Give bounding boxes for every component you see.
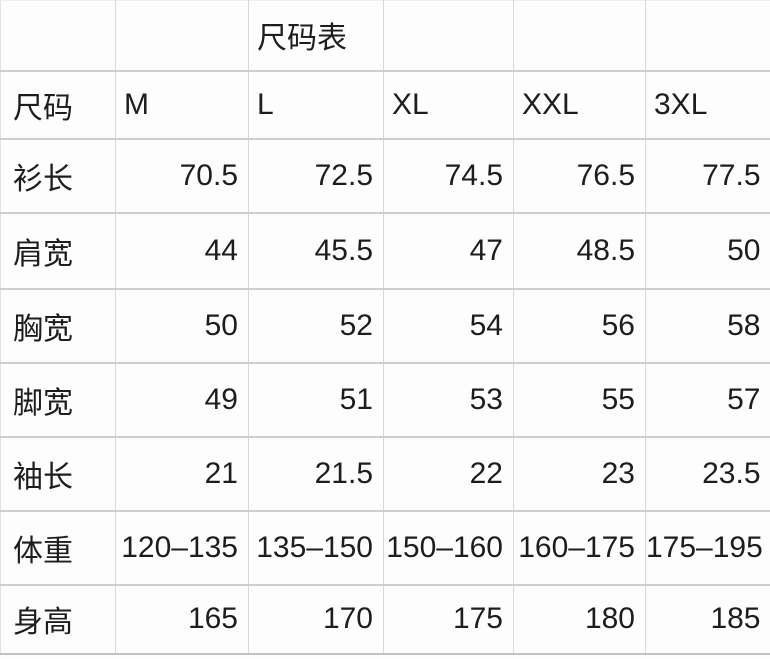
table-cell: 51 (248, 362, 384, 437)
table-cell: 21.5 (248, 436, 384, 511)
table-cell: 49 (115, 362, 249, 437)
table-cell: 170 (248, 584, 384, 654)
row-label: 脚宽 (0, 362, 116, 437)
empty-cell (513, 0, 646, 71)
column-header-3xl: 3XL (645, 70, 770, 139)
table-cell: 57 (645, 362, 770, 437)
table-cell: 55 (513, 362, 646, 437)
table-row-height: 身高 165 170 175 180 185 (0, 584, 770, 654)
table-cell: 47 (383, 212, 514, 289)
table-row-shirt-length: 衫长 70.5 72.5 74.5 76.5 77.5 (0, 138, 770, 213)
table-cell: 135–150 (248, 510, 384, 585)
table-title: 尺码表 (248, 0, 384, 71)
row-label: 袖长 (0, 436, 116, 511)
table-cell: 56 (513, 288, 646, 363)
row-label: 肩宽 (0, 212, 116, 289)
table-cell: 160–175 (513, 510, 646, 585)
table-row-shoulder-width: 肩宽 44 45.5 47 48.5 50 (0, 212, 770, 289)
table-cell: 175–195 (645, 510, 770, 585)
table-cell: 54 (383, 288, 514, 363)
table-cell: 21 (115, 436, 249, 511)
column-header-m: M (115, 70, 249, 139)
table-cell: 50 (115, 288, 249, 363)
table-cell: 45.5 (248, 212, 384, 289)
table-cell: 72.5 (248, 138, 384, 213)
table-cell: 22 (383, 436, 514, 511)
table-cell: 23 (513, 436, 646, 511)
column-header-size: 尺码 (0, 70, 116, 139)
row-label: 身高 (0, 584, 116, 654)
table-row-chest-width: 胸宽 50 52 54 56 58 (0, 288, 770, 363)
empty-cell (645, 0, 770, 71)
empty-cell (0, 0, 116, 71)
table-cell: 165 (115, 584, 249, 654)
column-header-xxl: XXL (513, 70, 646, 139)
table-cell: 58 (645, 288, 770, 363)
table-cell: 77.5 (645, 138, 770, 213)
column-header-l: L (248, 70, 384, 139)
table-cell: 76.5 (513, 138, 646, 213)
table-cell: 44 (115, 212, 249, 289)
table-cell: 185 (645, 584, 770, 654)
row-label: 胸宽 (0, 288, 116, 363)
row-label: 衫长 (0, 138, 116, 213)
table-row-weight: 体重 120–135 135–150 150–160 160–175 175–1… (0, 510, 770, 585)
table-cell: 70.5 (115, 138, 249, 213)
table-cell: 23.5 (645, 436, 770, 511)
table-cell: 52 (248, 288, 384, 363)
table-cell: 53 (383, 362, 514, 437)
title-row: 尺码表 (0, 0, 770, 71)
column-header-xl: XL (383, 70, 514, 139)
table-cell: 48.5 (513, 212, 646, 289)
header-row: 尺码 M L XL XXL 3XL (0, 70, 770, 139)
table-cell: 120–135 (115, 510, 249, 585)
row-label: 体重 (0, 510, 116, 585)
table-cell: 74.5 (383, 138, 514, 213)
empty-cell (115, 0, 249, 71)
table-cell: 150–160 (383, 510, 514, 585)
table-cell: 50 (645, 212, 770, 289)
table-row-hem-width: 脚宽 49 51 53 55 57 (0, 362, 770, 437)
table-cell: 180 (513, 584, 646, 654)
table-row-sleeve-length: 袖长 21 21.5 22 23 23.5 (0, 436, 770, 511)
table-cell: 175 (383, 584, 514, 654)
empty-cell (383, 0, 514, 71)
